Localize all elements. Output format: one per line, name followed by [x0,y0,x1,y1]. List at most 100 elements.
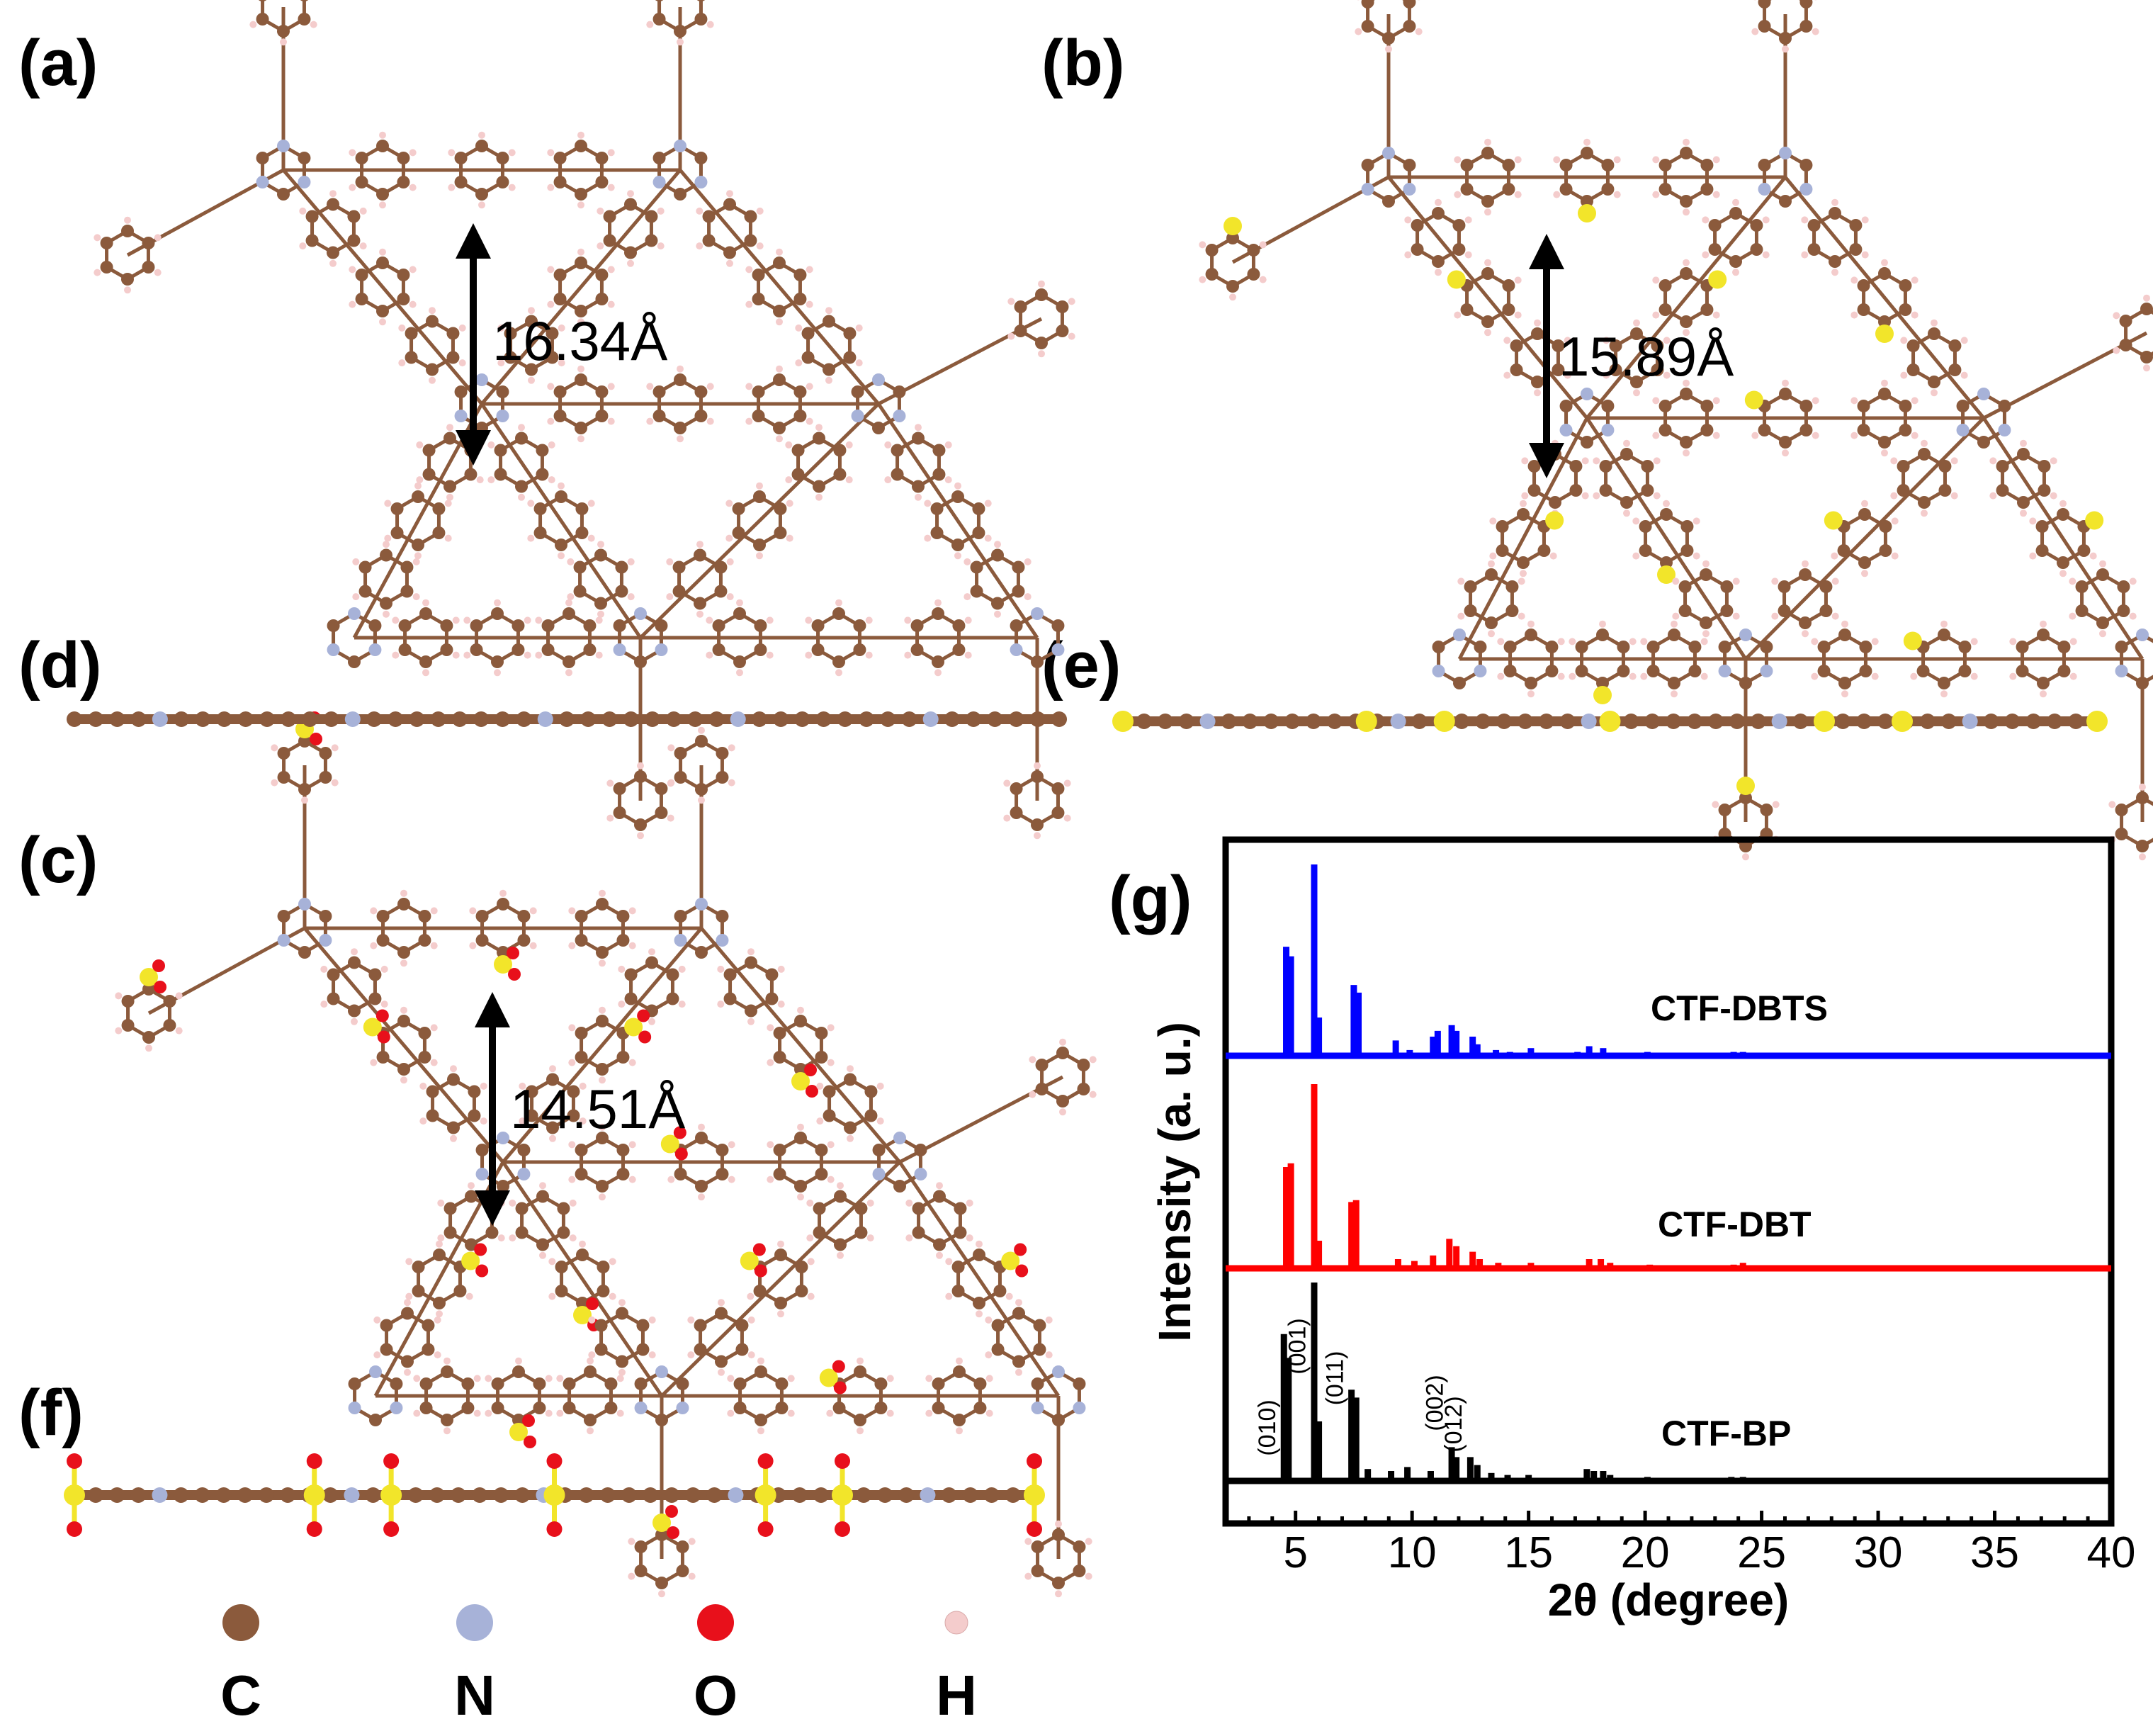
hydrogen-atom [1911,311,1919,319]
hydrogen-atom [448,149,456,157]
carbon-atom [2140,351,2153,363]
carbon-atom [422,468,436,481]
hydrogen-atom [827,1024,835,1032]
carbon-atom [1033,1319,1046,1332]
hydrogen-atom [876,1117,884,1125]
carbon-atom [496,152,509,164]
nitrogen-atom [674,934,687,947]
oxygen-atom [546,1453,563,1469]
carbon-atom [440,619,453,632]
carbon-atom [1052,1577,1065,1589]
hydrogen-atom [745,266,753,274]
carbon-atom [833,444,847,457]
carbon-atom [655,1528,668,1541]
nitrogen-atom [1559,424,1573,436]
carbon-atom [300,0,309,1]
carbon-atom [1052,1528,1065,1541]
carbon-atom [694,385,708,398]
hydrogen-atom [1003,814,1011,822]
hydrogen-atom [577,201,584,209]
hydrogen-atom [677,38,684,46]
carbon-atom [277,771,290,784]
carbon-atom [419,1402,433,1414]
carbon-atom [695,1132,708,1144]
carbon-atom [195,711,211,727]
carbon-atom [1617,641,1630,653]
carbon-atom [493,1487,509,1503]
hydrogen-atom [1024,593,1032,601]
hydrogen-atom [915,493,922,501]
carbon-atom [1849,243,1863,256]
carbon-atom [578,1487,594,1503]
oxygen-atom [377,1030,390,1044]
hydrogen-atom [1742,853,1749,861]
hydrogen-atom [485,1409,492,1417]
hydrogen-atom [1950,457,1958,465]
hydrogen-atom [1960,371,1968,379]
carbon-atom [536,1238,549,1251]
hydrogen-atom [2069,638,2077,646]
hydrogen-atom [1005,1292,1013,1300]
carbon-atom [1505,604,1519,617]
hydrogen-atom [2069,612,2076,620]
carbon-atom [1856,714,1872,729]
hydrogen-atom [1771,612,1779,620]
hydrogen-atom [556,1409,564,1417]
hydrogen-atom [726,593,734,601]
hydrogen-atom [1632,552,1640,560]
nitrogen-atom [1962,714,1978,729]
carbon-atom [412,539,424,551]
hydrogen-atom [480,1082,487,1090]
carbon-atom [575,257,587,269]
hydrogen-atom [767,1059,774,1066]
hydrogen-atom [1702,630,1710,638]
carbon-atom [576,1249,589,1261]
carbon-atom [898,1487,915,1503]
carbon-atom [774,502,787,515]
carbon-atom [1668,629,1680,641]
bond [898,1161,1061,1397]
hydrogen-atom [392,616,400,624]
nitrogen-atom [872,373,885,386]
carbon-atom [2136,677,2149,689]
carbon-atom [715,1355,728,1368]
carbon-atom [604,1377,618,1390]
carbon-atom [672,585,686,598]
hydrogen-atom [446,493,453,501]
carbon-atom [616,1168,630,1180]
hydrogen-atom [835,669,842,677]
carbon-atom [525,363,538,376]
carbon-atom [512,643,525,656]
carbon-atom [716,910,729,923]
carbon-atom [954,1226,967,1239]
carbon-atom [1496,544,1509,557]
carbon-atom [1779,436,1792,449]
hydrogen-atom [539,1182,546,1190]
hydrogen-atom [1831,577,1839,585]
hydrogen-atom [1633,389,1640,397]
nitrogen-atom [475,1168,489,1180]
hydrogen-atom [797,1006,804,1014]
carbon-atom [305,234,319,247]
hydrogen-atom [1518,612,1525,620]
carbon-atom [1205,244,1219,257]
carbon-atom [327,968,340,981]
panel-label-c: (c) [18,824,98,896]
hydrogen-atom [915,424,922,432]
carbon-atom [716,1144,729,1156]
hydrogen-atom [1038,280,1045,288]
hydrogen-atom [1751,28,1759,35]
hydrogen-atom [518,493,525,501]
carbon-atom [1620,496,1633,509]
carbon-atom [1609,363,1622,376]
carbon-atom [1460,183,1474,196]
carbon-atom [109,1487,125,1503]
carbon-atom [525,1109,538,1122]
carbon-atom [584,1414,597,1426]
carbon-atom [1599,460,1612,473]
carbon-atom [541,643,555,656]
hydrogen-atom [785,441,793,449]
hydrogen-atom [379,248,386,256]
hydrogen-atom [124,286,131,294]
hydrogen-atom [786,534,793,542]
